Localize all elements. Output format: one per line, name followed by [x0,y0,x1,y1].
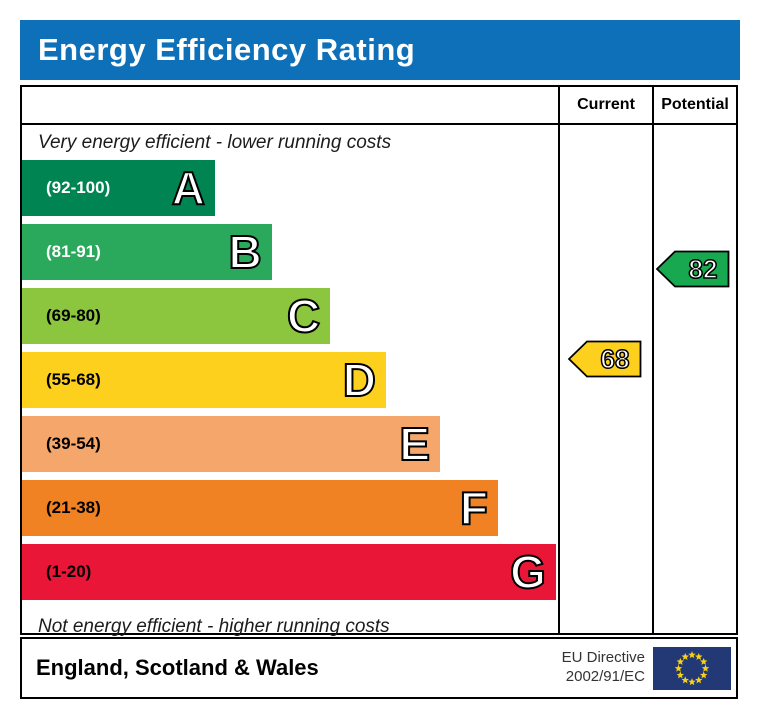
band-row-g: (1-20) G [22,544,558,600]
band-letter: D [342,354,377,406]
potential-rating-arrow: 82 [656,250,730,288]
band-rows: (92-100) A (81-91) B (69-80) C (55-68) D (39-54)… [22,160,558,600]
band-letter: B [228,226,263,278]
top-note: Very energy efficient - lower running co… [38,131,392,153]
title-bar: Energy Efficiency Rating [20,20,740,80]
band-letter: C [286,290,321,342]
current-rating-arrow: 68 [568,340,642,378]
region-label: England, Scotland & Wales [36,655,319,680]
potential-column-header: Potential [661,96,729,113]
band-row-f: (21-38) F [22,480,558,536]
bands-area: Very energy efficient - lower running co… [22,125,558,637]
band-letter: A [171,162,206,214]
eu-flag-icon [653,646,731,690]
potential-rating-value: 82 [688,253,718,285]
eu-directive-line1: EU Directive [561,649,645,667]
current-column-header: Current [577,96,635,113]
band-row-a: (92-100) A [22,160,558,216]
band-range-label: (39-54) [46,434,101,453]
current-column-divider [558,87,560,633]
potential-column-divider [652,87,654,633]
band-range-label: (92-100) [46,178,111,197]
page-title: Energy Efficiency Rating [38,32,416,67]
band-row-e: (39-54) E [22,416,558,472]
band-range-label: (1-20) [46,562,92,581]
band-range-label: (55-68) [46,370,101,389]
footer-bar: England, Scotland & Wales EU Directive 2… [20,637,738,699]
current-arrow-shape [568,340,642,378]
potential-arrow-shape [656,250,730,288]
band-letter: F [459,482,489,534]
band-bar-g: (1-20) G [22,544,556,600]
header-row-divider [22,123,736,125]
left-arrow-icon [568,340,642,378]
band-range-label: (81-91) [46,242,101,261]
eu-directive-line2: 2002/91/EC [565,668,645,685]
bottom-note: Not energy efficient - higher running co… [38,615,390,637]
band-bar-b: (81-91) B [22,224,272,280]
band-bar-c: (69-80) C [22,288,331,344]
band-bar-e: (39-54) E [22,416,441,472]
left-arrow-icon [656,250,730,288]
band-row-b: (81-91) B [22,224,558,280]
band-row-d: (55-68) D [22,352,558,408]
band-letter: G [509,546,547,598]
current-rating-value: 68 [600,343,630,375]
band-bar-d: (55-68) D [22,352,386,408]
band-row-c: (69-80) C [22,288,558,344]
band-bar-f: (21-38) F [22,480,498,536]
band-letter: E [398,418,431,470]
eu-directive-label: EU Directive 2002/91/EC [562,649,645,687]
band-bar-a: (92-100) A [22,160,215,216]
band-range-label: (21-38) [46,498,101,517]
band-range-label: (69-80) [46,306,101,325]
